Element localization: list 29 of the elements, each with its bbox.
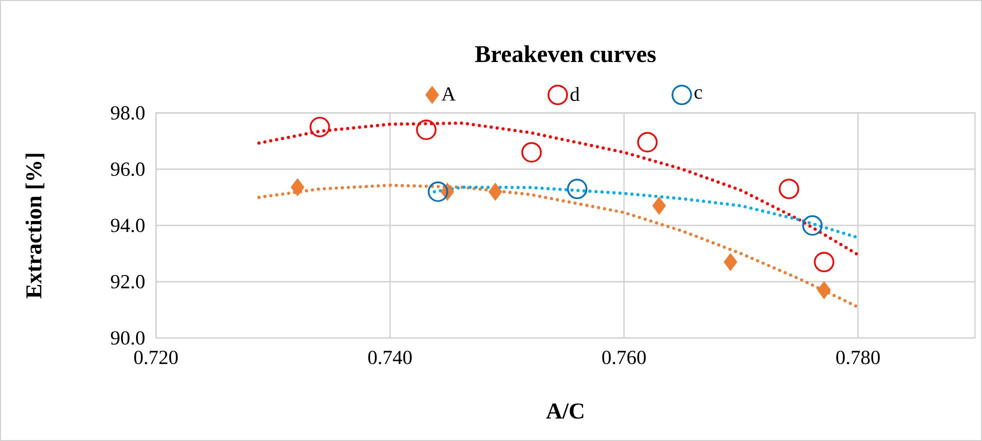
y-tick-label: 94.0 [110, 218, 145, 232]
point [778, 178, 800, 200]
point [802, 215, 823, 236]
chart-title: Breakeven curves [475, 45, 656, 62]
y-axis-title: Extraction [%] [26, 154, 44, 298]
x-axis-title: A/C [546, 403, 584, 419]
legend-label: A [442, 87, 456, 101]
point [817, 281, 831, 300]
point [652, 196, 666, 215]
point [521, 142, 542, 163]
point [567, 178, 588, 200]
x-tick-label: 0.780 [836, 350, 880, 364]
point [637, 132, 658, 152]
x-tick-label: 0.760 [602, 350, 646, 364]
legend-label: d [570, 87, 580, 102]
point [488, 182, 502, 201]
y-tick-label: 92.0 [110, 274, 145, 289]
x-tick-label: 0.740 [368, 350, 412, 364]
y-tick-label: 96.0 [110, 162, 145, 176]
point [310, 116, 330, 138]
point [814, 252, 834, 272]
point [724, 253, 738, 271]
point [290, 178, 304, 196]
y-tick-label: 98.0 [110, 106, 145, 120]
point [428, 182, 448, 202]
x-tick-label: 0.720 [134, 350, 178, 364]
legend-label: c [694, 89, 702, 99]
point [416, 120, 436, 140]
y-tick-label: 90.0 [110, 331, 145, 345]
